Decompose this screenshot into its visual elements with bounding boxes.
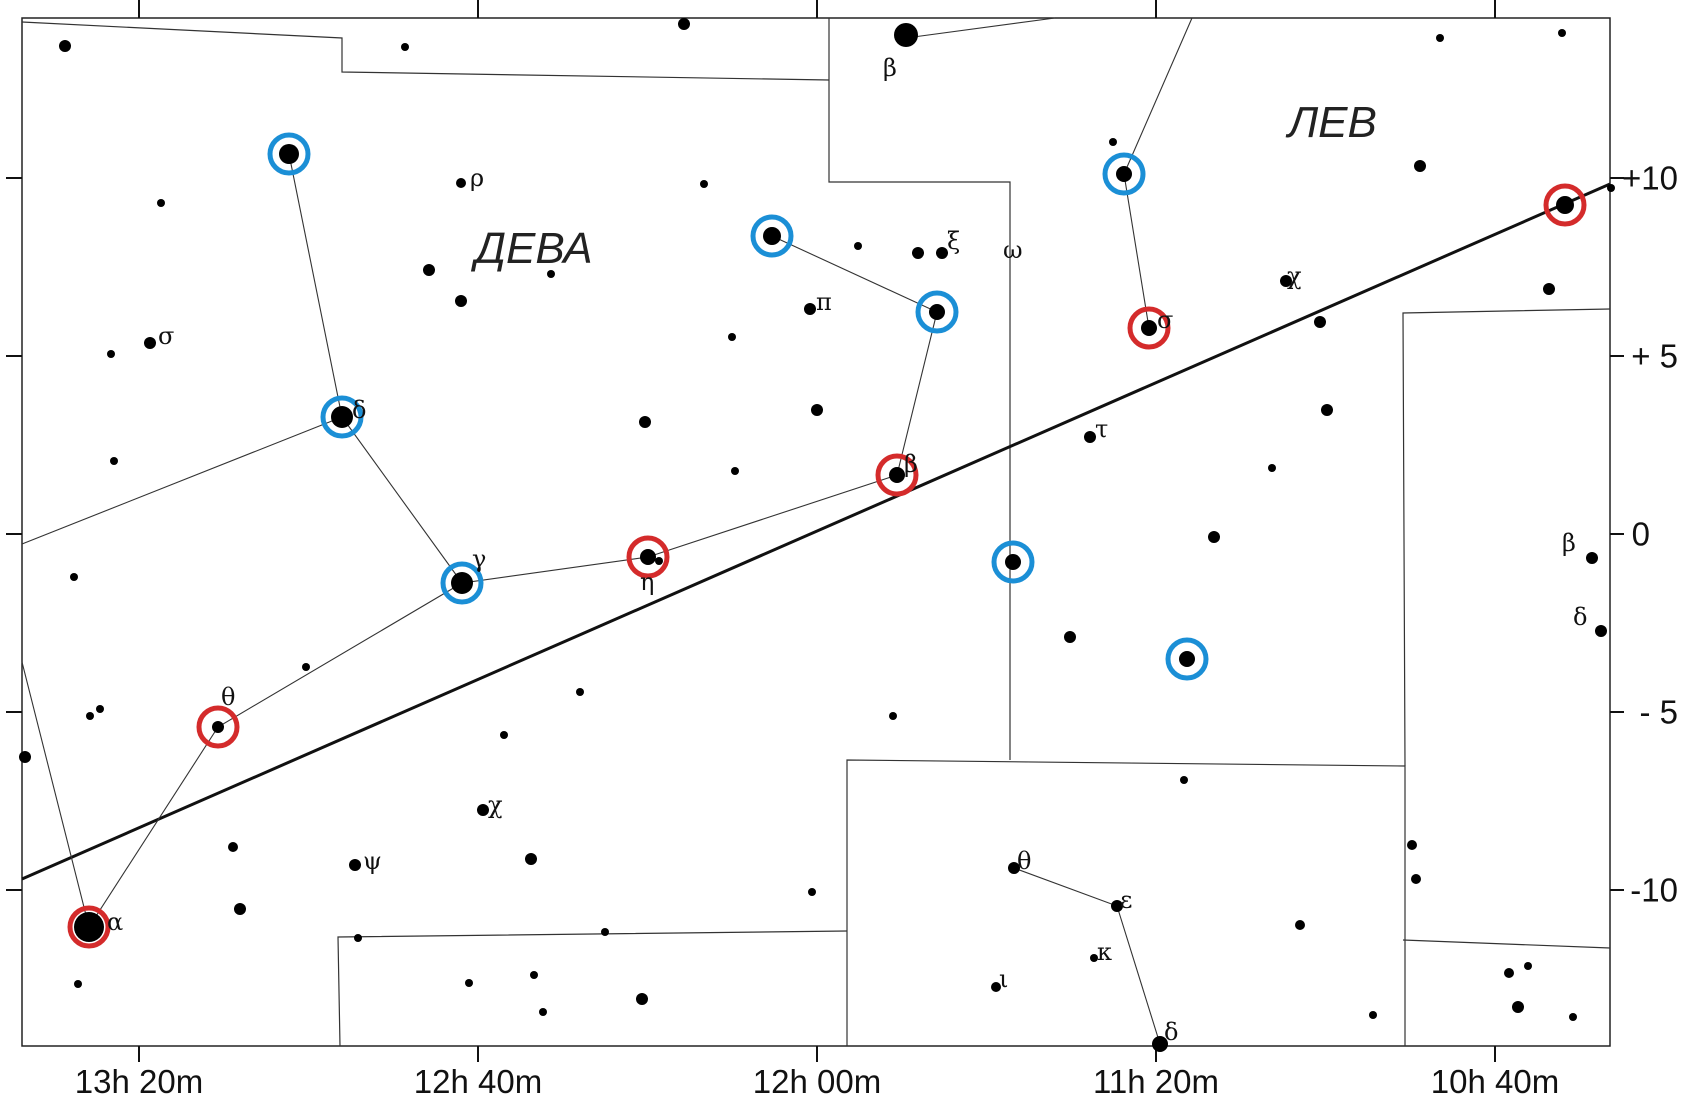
highlight-ring-blue	[320, 395, 364, 439]
dec-label: 0	[1632, 516, 1650, 553]
star-label: β	[883, 54, 897, 82]
star-label: ι	[999, 965, 1008, 993]
star-label: β	[904, 450, 918, 478]
stars	[19, 18, 1615, 1052]
dec-label: -10	[1630, 872, 1678, 909]
star-label: δ	[352, 396, 366, 424]
star-label: ε	[1120, 886, 1132, 914]
highlight-rings	[67, 132, 1587, 949]
highlight-ring-red	[196, 705, 240, 749]
constellation-name-virgo: ДЕВА	[470, 224, 593, 273]
ra-label: 12h 40m	[414, 1063, 542, 1100]
star-label: σ	[1157, 306, 1173, 334]
star-label: δ	[1573, 603, 1587, 631]
dec-label: +10	[1622, 160, 1678, 197]
highlight-ring-blue	[1102, 152, 1146, 196]
highlight-ring-blue	[267, 132, 311, 176]
star-label: ρ	[470, 164, 484, 192]
star-label: ξ	[947, 227, 960, 255]
star-label: η	[640, 568, 654, 596]
star-label: δ	[1164, 1018, 1178, 1046]
star-label: σ	[158, 322, 174, 350]
ra-label: 12h 00m	[753, 1063, 881, 1100]
constellation-name-leo: ЛЕВ	[1285, 98, 1377, 147]
highlight-ring-red	[1543, 183, 1587, 227]
star-label: α	[107, 908, 123, 936]
ecliptic-line	[21, 182, 1611, 881]
star-label: χ	[1287, 262, 1302, 290]
star-label: π	[816, 288, 832, 316]
highlight-ring-blue	[915, 290, 959, 334]
ra-label: 10h 40m	[1431, 1063, 1559, 1100]
star-label: κ	[1097, 938, 1112, 966]
star-label: θ	[1017, 847, 1031, 875]
star-label: θ	[221, 683, 235, 711]
dec-axis-labels: +10 + 5 0 - 5 -10	[1622, 160, 1678, 909]
highlight-ring-red	[1127, 306, 1171, 350]
highlight-ring-blue	[750, 214, 794, 258]
star-label: ω	[1003, 236, 1023, 264]
highlight-ring-blue	[991, 540, 1035, 584]
star-label: χ	[488, 791, 503, 819]
ra-axis-labels: 13h 20m 12h 40m 12h 00m 11h 20m 10h 40m	[75, 1063, 1559, 1100]
star-label: τ	[1095, 415, 1108, 443]
dec-label: - 5	[1639, 694, 1678, 731]
highlight-ring-blue	[440, 561, 484, 605]
asterism-lines	[21, 17, 1193, 1045]
highlight-ring-red	[875, 453, 919, 497]
dec-label: + 5	[1631, 338, 1678, 375]
star-label: γ	[472, 545, 486, 573]
constellation-boundaries	[21, 18, 1611, 1047]
ra-label: 11h 20m	[1093, 1063, 1219, 1100]
star-label: β	[1562, 529, 1576, 557]
highlight-ring-red	[67, 905, 111, 949]
star-label: ψ	[363, 847, 382, 875]
ra-label: 13h 20m	[75, 1063, 203, 1100]
star-labels: ρ σ δ γ η θ α χ ψ π ξ ω β β τ χ σ β δ θ …	[107, 54, 1587, 1046]
highlight-ring-blue	[1165, 637, 1209, 681]
highlight-ring-red	[626, 535, 670, 579]
axis-ticks	[6, 0, 1624, 1062]
